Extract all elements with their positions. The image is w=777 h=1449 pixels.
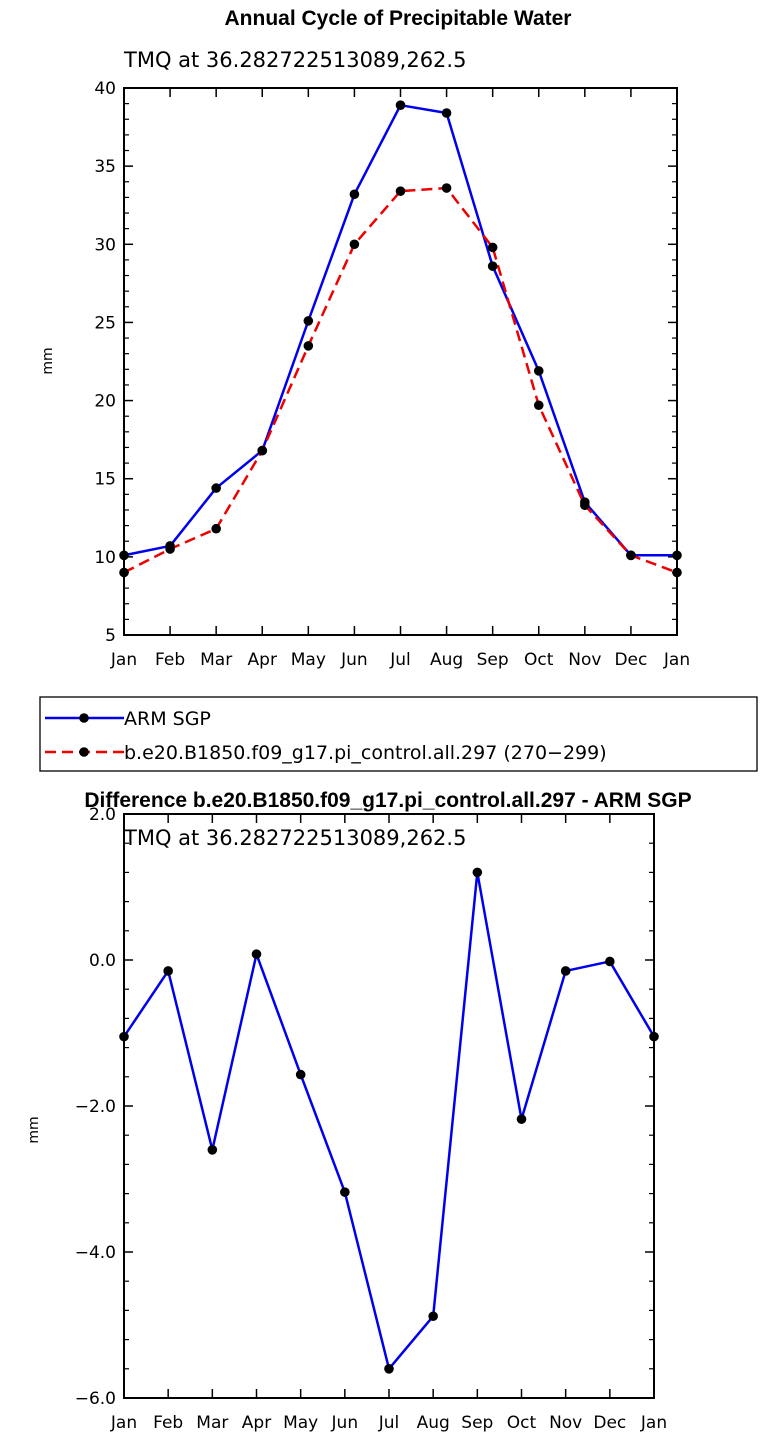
bottom-chart-xtick-label: Sep <box>461 1413 493 1433</box>
top-chart-series-point-0 <box>349 189 360 200</box>
bottom-chart-xtick-label: Aug <box>417 1413 450 1433</box>
bottom-chart-series-point-0 <box>516 1114 527 1124</box>
top-chart-series-point-1 <box>349 239 360 250</box>
bottom-chart-ytick-label: 2.0 <box>89 805 116 825</box>
bottom-chart-plot: −6.0 −4.0 −2.0 0.0 2.0 Jan Feb Mar Apr May Jun Jul A… <box>75 805 667 1433</box>
bottom-chart-series-point-0 <box>207 1145 218 1155</box>
bottom-chart-series-point-0 <box>119 1031 129 1042</box>
bottom-chart-ytick-label: −4.0 <box>75 1243 116 1263</box>
top-chart-ytick-label: 10 <box>94 548 116 568</box>
top-chart-ylabel: mm <box>40 347 56 374</box>
top-chart-series-line-1 <box>123 186 678 574</box>
top-chart-series-point-1 <box>441 183 452 193</box>
bottom-chart-frame <box>123 813 655 1399</box>
top-chart-series-point-1 <box>672 567 682 578</box>
bottom-chart-xtick-label: Jan <box>640 1413 667 1433</box>
top-chart-series-point-0 <box>441 108 452 118</box>
bottom-chart-series-point-0 <box>340 1187 350 1197</box>
bottom-chart-series-point-0 <box>384 1364 394 1374</box>
bottom-chart-title: Difference b.e20.B1850.f09_g17.pi_contro… <box>84 789 691 812</box>
top-chart-series-point-1 <box>257 445 268 456</box>
legend-label-arm-sgp: ARM SGP <box>124 708 211 730</box>
top-chart-ytick-label: 40 <box>94 79 116 99</box>
top-chart-series-point-1 <box>395 186 406 196</box>
bottom-chart-series-point-0 <box>605 956 615 967</box>
bottom-chart-xtick-label: Jul <box>378 1413 400 1433</box>
top-chart-subtitle: TMQ at 36.282722513089,262.5 <box>123 48 466 72</box>
top-chart-ytick-label: 15 <box>94 470 116 490</box>
top-chart-xtick-label: Jan <box>663 650 690 670</box>
top-chart-ytick-label: 25 <box>94 313 116 333</box>
top-chart-series-point-0 <box>672 550 682 561</box>
top-chart-xtick-label: Sep <box>477 650 509 670</box>
legend: ARM SGP b.e20.B1850.f09_g17.pi_control.a… <box>39 696 758 772</box>
top-chart-series-point-1 <box>626 550 636 561</box>
top-chart-series-point-1 <box>165 544 175 554</box>
top-chart-series-point-0 <box>211 483 221 493</box>
top-chart-xtick-label: Nov <box>568 650 601 670</box>
top-chart-series-point-1 <box>533 400 544 411</box>
top-chart-xtick-label: Aug <box>430 650 463 670</box>
top-chart-ytick-label: 30 <box>94 235 116 255</box>
bottom-chart-xtick-label: Jan <box>110 1413 137 1433</box>
top-chart-series-point-1 <box>580 500 590 511</box>
legend-box <box>39 696 758 772</box>
bottom-chart-xtick-label: Mar <box>196 1413 228 1433</box>
top-chart-series-point-0 <box>303 316 314 326</box>
top-chart-xtick-label: Jul <box>389 650 411 670</box>
bottom-chart-series-point-0 <box>295 1069 306 1080</box>
top-chart-xtick-label: Apr <box>248 650 277 670</box>
top-chart-ytick-label: 5 <box>105 626 116 646</box>
top-chart-xtick-label: Jan <box>110 650 137 670</box>
bottom-chart-xtick-label: Oct <box>507 1413 537 1433</box>
bottom-chart-xtick-label: May <box>283 1413 318 1433</box>
top-chart-series-point-0 <box>395 100 406 110</box>
bottom-chart-ytick-label: −6.0 <box>75 1389 116 1409</box>
top-chart-xtick-label: Jun <box>340 650 368 670</box>
top-chart-series-point-0 <box>533 366 544 376</box>
top-chart-xtick-label: Feb <box>155 650 185 670</box>
bottom-chart-xtick-label: Nov <box>549 1413 582 1433</box>
top-chart-title: Annual Cycle of Precipitable Water <box>225 7 572 30</box>
bottom-chart-series-point-0 <box>428 1311 438 1322</box>
bottom-chart-series-point-0 <box>251 949 262 959</box>
bottom-chart-series-point-0 <box>560 966 571 976</box>
bottom-chart-subtitle: TMQ at 36.282722513089,262.5 <box>123 826 466 850</box>
top-chart-series-point-1 <box>303 341 314 351</box>
bottom-chart-series-point-0 <box>472 867 483 878</box>
top-chart-xtick-label: May <box>291 650 326 670</box>
bottom-chart-series-point-0 <box>649 1031 659 1042</box>
top-chart-series-point-0 <box>487 261 498 271</box>
top-chart-series-point-1 <box>211 523 221 534</box>
legend-marker-arm-sgp <box>79 713 89 723</box>
top-chart-xtick-label: Mar <box>200 650 232 670</box>
top-chart-series-point-1 <box>119 567 129 578</box>
top-chart-plot: 5 10 15 20 25 30 35 40 Jan Feb Mar Apr May Jun Jul Aug S… <box>94 79 690 670</box>
top-chart-ytick-label: 20 <box>94 392 116 412</box>
top-chart-frame <box>123 87 678 636</box>
top-chart-series-point-0 <box>119 550 129 561</box>
top-chart-xtick-label: Oct <box>524 650 554 670</box>
legend-marker-model <box>79 747 89 757</box>
bottom-chart-series-line-0 <box>122 871 656 1371</box>
bottom-chart-xtick-label: Apr <box>242 1413 271 1433</box>
bottom-chart-xtick-label: Dec <box>593 1413 626 1433</box>
bottom-chart-ylabel: mm <box>26 1116 42 1143</box>
top-chart-series-point-1 <box>487 242 498 253</box>
top-chart-ytick-label: 35 <box>94 157 116 177</box>
top-chart-xtick-label: Dec <box>614 650 647 670</box>
bottom-chart-series-point-0 <box>163 966 173 976</box>
legend-label-model: b.e20.B1850.f09_g17.pi_control.all.297 (… <box>124 742 607 764</box>
top-chart-series-line-0 <box>123 103 677 557</box>
bottom-chart-xtick-label: Jun <box>331 1413 359 1433</box>
bottom-chart-ytick-label: −2.0 <box>75 1097 116 1117</box>
bottom-chart-ytick-label: 0.0 <box>89 951 116 971</box>
bottom-chart-xtick-label: Feb <box>153 1413 183 1433</box>
